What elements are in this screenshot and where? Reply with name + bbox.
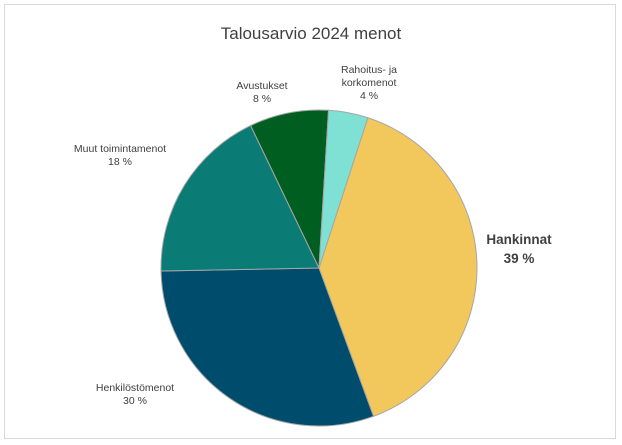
slice-name-label: Henkilöstömenot <box>96 382 174 394</box>
slice-value-label: 30 % <box>123 395 147 407</box>
slice-label: Henkilöstömenot 30 % <box>96 382 174 407</box>
pie-slice <box>318 109 369 269</box>
pie-slice <box>160 267 375 427</box>
slice-name-label: Rahoitus- ja <box>341 64 397 76</box>
pie-slice <box>160 124 320 272</box>
slice-label: Hankinnat 39 % <box>486 232 552 266</box>
slice-value-label: 4 % <box>360 90 378 102</box>
slice-label: Avustukset 8 % <box>236 80 287 105</box>
chart-title: Talousarvio 2024 menot <box>220 24 402 43</box>
slice-name-label: Avustukset <box>236 80 287 92</box>
slice-value-label: 39 % <box>504 251 535 266</box>
slice-label: Rahoitus- ja korkomenot 4 % <box>341 64 397 102</box>
slice-value-label: 18 % <box>108 156 132 168</box>
slice-label: Muut toimintamenot 18 % <box>74 143 166 168</box>
slice-name-label: Hankinnat <box>486 232 552 247</box>
slice-name-label: Muut toimintamenot <box>74 143 166 155</box>
pie-slice <box>318 117 478 417</box>
slice-value-label: 8 % <box>253 93 271 105</box>
slice-name-label: korkomenot <box>342 77 397 89</box>
